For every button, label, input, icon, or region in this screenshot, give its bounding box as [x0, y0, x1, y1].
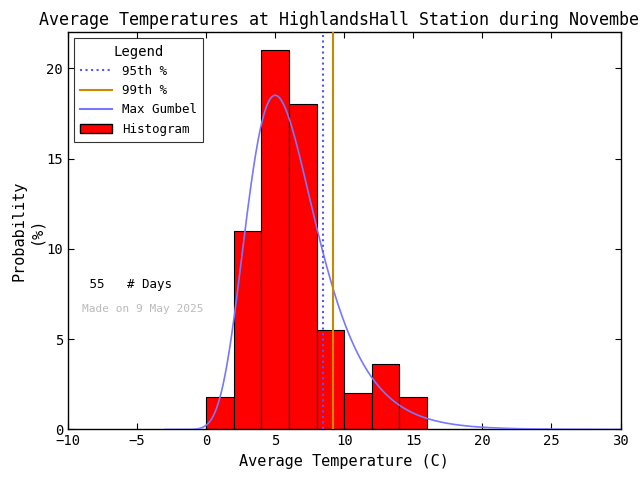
Bar: [399, 397, 427, 430]
Bar: [372, 364, 399, 430]
Text: Made on 9 May 2025: Made on 9 May 2025: [82, 304, 204, 314]
Title: Average Temperatures at HighlandsHall Station during November: Average Temperatures at HighlandsHall St…: [39, 11, 640, 29]
Y-axis label: Probability
(%): Probability (%): [11, 180, 44, 281]
Legend: 95th %, 99th %, Max Gumbel, Histogram: 95th %, 99th %, Max Gumbel, Histogram: [74, 38, 203, 142]
Bar: [261, 50, 289, 430]
Text: 55   # Days: 55 # Days: [82, 278, 172, 291]
X-axis label: Average Temperature (C): Average Temperature (C): [239, 454, 449, 469]
Bar: [289, 104, 317, 430]
Bar: [317, 330, 344, 430]
Bar: [344, 393, 372, 430]
Bar: [206, 397, 234, 430]
Bar: [234, 231, 261, 430]
